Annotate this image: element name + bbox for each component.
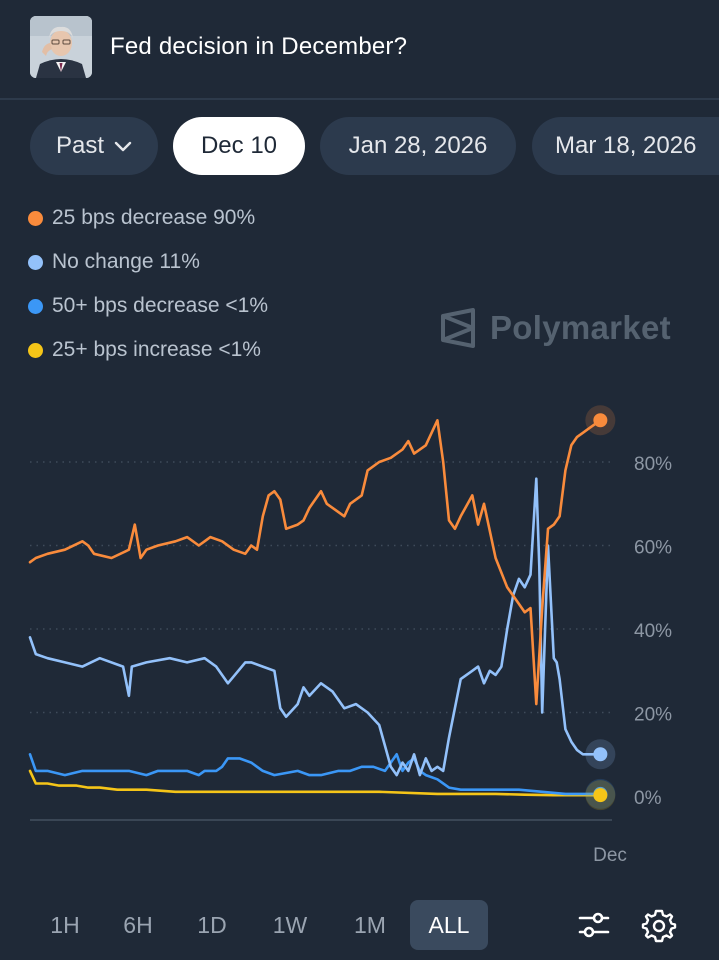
market-header: Fed decision in December? [0, 0, 719, 100]
series-line-25-bps-decrease [28, 419, 602, 706]
series-line-50-bps-decrease [28, 753, 602, 796]
page-title: Fed decision in December? [110, 33, 408, 60]
timeframe-all[interactable]: ALL [410, 900, 488, 950]
series-line-25-bps-increase [28, 769, 602, 797]
legend-item-50-bps-decrease: 50+ bps decrease <1% [28, 284, 268, 328]
endpoint-dot-25-bps-increase [593, 788, 608, 803]
y-tick-label: 60% [634, 538, 672, 559]
tab-past[interactable]: Past [30, 117, 158, 175]
legend-dot-icon [28, 342, 43, 358]
timeframe-label: 6H [123, 911, 153, 938]
legend-label: 25 bps decrease 90% [52, 206, 256, 229]
tab-dec-10-label: Dec 10 [200, 132, 278, 159]
chart-legend: 25 bps decrease 90% No change 11% 50+ bp… [28, 196, 268, 372]
legend-item-25-bps-increase: 25+ bps increase <1% [28, 328, 268, 372]
series-line-no-change [28, 477, 602, 777]
gear-icon[interactable] [641, 907, 677, 943]
timeframe-label: ALL [428, 911, 470, 938]
sliders-icon[interactable] [576, 907, 612, 943]
legend-item-25-bps-decrease: 25 bps decrease 90% [28, 196, 268, 240]
person-portrait-icon [30, 16, 92, 78]
legend-dot-icon [28, 298, 43, 314]
timeframe-label: 1D [197, 911, 227, 938]
tab-jan-28-2026[interactable]: Jan 28, 2026 [320, 117, 516, 175]
chevron-down-icon [114, 132, 132, 160]
legend-item-no-change: No change 11% [28, 240, 268, 284]
timeframe-label: 1W [272, 911, 308, 938]
endpoint-dot-no-change [593, 747, 608, 762]
timeframe-1d[interactable]: 1D [173, 900, 251, 950]
label-layer: 0% 20% 40% 60% 80% Dec [593, 454, 672, 866]
timeframe-1h[interactable]: 1H [26, 900, 104, 950]
y-tick-label: 0% [634, 788, 662, 809]
marker-layer [585, 405, 616, 811]
legend-label: 50+ bps decrease <1% [52, 294, 268, 317]
timeframe-6h[interactable]: 6H [99, 900, 177, 950]
tab-jan-28-2026-label: Jan 28, 2026 [348, 132, 488, 159]
x-tick-label: Dec [593, 845, 627, 866]
legend-dot-icon [28, 210, 43, 226]
legend-label: No change 11% [52, 250, 200, 273]
timeframe-1w[interactable]: 1W [251, 900, 329, 950]
endpoint-dot-25-bps-decrease [593, 413, 608, 428]
y-tick-label: 40% [634, 621, 672, 642]
tab-past-label: Past [55, 132, 105, 159]
tab-mar-18-2026-label: Mar 18, 2026 [555, 132, 697, 159]
y-tick-label: 80% [634, 454, 672, 475]
brand-name: Polymarket [490, 309, 671, 346]
grid-layer [30, 461, 612, 821]
tab-dec-10[interactable]: Dec 10 [173, 117, 305, 175]
polymarket-watermark: Polymarket [440, 308, 671, 348]
timeframe-1m[interactable]: 1M [331, 900, 409, 950]
probability-line-chart: 0% 20% 40% 60% 80% Dec [28, 405, 672, 866]
y-tick-label: 20% [634, 705, 672, 726]
series-layer [28, 419, 602, 797]
tab-mar-18-2026[interactable]: Mar 18, 2026 [532, 117, 719, 175]
legend-dot-icon [28, 254, 43, 270]
timeframe-label: 1H [50, 911, 80, 938]
timeframe-label: 1M [354, 911, 386, 938]
legend-label: 25+ bps increase <1% [52, 338, 261, 361]
polymarket-logo-icon [441, 308, 475, 348]
